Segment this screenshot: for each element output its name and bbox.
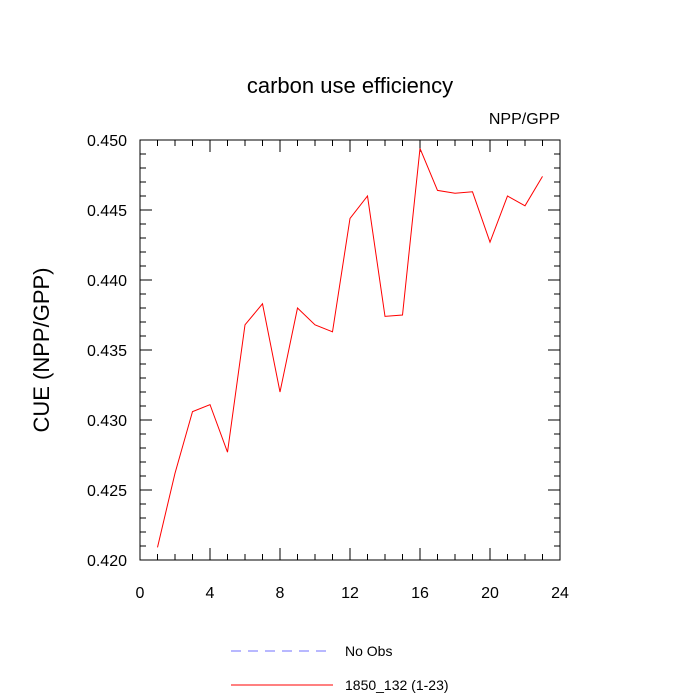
y-tick-label: 0.440 [87,273,127,290]
series-lines [157,148,543,548]
axis-ticks [139,139,561,561]
chart-title: carbon use efficiency [247,73,453,98]
x-tick-label: 4 [206,585,215,602]
y-axis-label: CUE (NPP/GPP) [29,267,54,432]
x-tick-label: 16 [411,585,429,602]
y-tick-label: 0.430 [87,413,127,430]
legend-label: No Obs [345,643,392,659]
y-tick-label: 0.420 [87,553,127,570]
legend: No Obs 1850_132 (1-23) [231,643,449,693]
legend-label: 1850_132 (1-23) [345,677,449,693]
x-tick-label: 0 [136,585,145,602]
y-tick-label: 0.425 [87,483,127,500]
y-tick-label: 0.435 [87,343,127,360]
chart-subtitle: NPP/GPP [489,111,560,128]
x-tick-label: 24 [551,585,569,602]
axis-tick-labels: 0 4 8 12 16 20 24 0.420 0.425 0.430 0.435 0.440 0.44… [87,133,569,602]
x-tick-label: 12 [341,585,359,602]
y-tick-label: 0.445 [87,203,127,220]
plot-frame [139,139,561,561]
series-line [157,148,543,548]
x-tick-label: 8 [276,585,285,602]
y-tick-label: 0.450 [87,133,127,150]
x-tick-label: 20 [481,585,499,602]
